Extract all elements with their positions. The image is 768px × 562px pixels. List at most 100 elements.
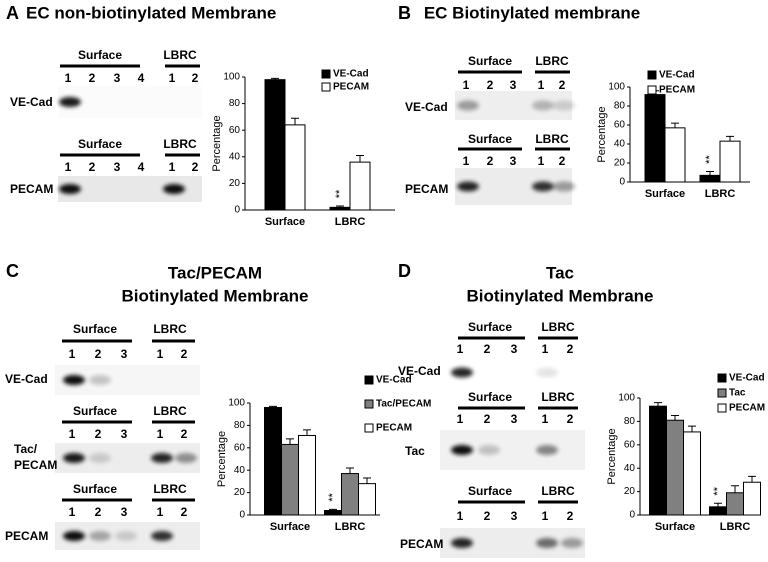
error-bar xyxy=(688,425,696,432)
bar xyxy=(349,161,371,211)
legend-swatch xyxy=(647,70,657,80)
blot-band xyxy=(457,181,479,192)
legend-swatch xyxy=(364,375,374,385)
blot-band xyxy=(451,538,473,548)
y-tick-label: 20 xyxy=(234,487,246,498)
bar xyxy=(719,140,741,183)
y-tick-label: 80 xyxy=(234,420,246,431)
bar xyxy=(324,510,342,516)
blot-band xyxy=(89,531,111,541)
lane-label: 1 xyxy=(169,160,176,174)
panel-label: D xyxy=(398,261,411,281)
legend-swatch xyxy=(364,399,374,409)
y-tick-label: 40 xyxy=(624,463,636,474)
error-bar xyxy=(706,171,714,176)
legend-swatch xyxy=(647,85,657,95)
lane-label: 3 xyxy=(511,412,518,426)
group-label: Surface xyxy=(468,54,512,68)
lane-label: 2 xyxy=(181,505,188,519)
x-tick-label: Surface xyxy=(645,188,685,200)
bar xyxy=(683,431,701,516)
bar xyxy=(281,443,299,516)
group-label: LBRC xyxy=(153,322,187,336)
error-bar xyxy=(291,117,299,125)
panel-label: B xyxy=(398,3,411,23)
bar xyxy=(329,206,351,211)
blot-image xyxy=(58,86,202,118)
lane-label: 1 xyxy=(157,427,164,441)
blot-band xyxy=(536,367,558,378)
error-bar xyxy=(654,402,662,407)
blot-band xyxy=(561,538,583,548)
error-bar xyxy=(271,77,279,80)
y-tick-label: 60 xyxy=(234,442,246,453)
lane-label: 1 xyxy=(69,505,76,519)
lane-label: 2 xyxy=(192,71,199,85)
blot-band xyxy=(89,375,111,385)
blot-band xyxy=(536,445,558,455)
row-label: PECAM xyxy=(405,182,448,196)
bar xyxy=(664,127,686,183)
error-bar xyxy=(336,205,344,208)
lane-label: 1 xyxy=(463,154,470,168)
lane-label: 2 xyxy=(181,347,188,361)
panel-title: Biotinylated Membrane xyxy=(466,286,653,305)
error-bar xyxy=(286,438,294,445)
bar xyxy=(743,481,761,516)
error-bar xyxy=(329,508,337,511)
error-bar xyxy=(748,475,756,483)
lane-label: 1 xyxy=(542,509,549,523)
y-axis-label: Percentage xyxy=(211,115,223,171)
y-tick-label: 0 xyxy=(239,510,245,521)
lane-label: 2 xyxy=(192,160,199,174)
x-tick-label: LBRC xyxy=(335,216,366,228)
bar xyxy=(726,492,744,516)
legend-swatch xyxy=(717,403,727,413)
row-label: PECAM xyxy=(10,182,53,196)
lane-label: 1 xyxy=(169,71,176,85)
y-tick-label: 40 xyxy=(234,465,246,476)
y-tick-label: 80 xyxy=(624,416,636,427)
panel-title: Biotinylated Membrane xyxy=(121,286,308,305)
group-label: Surface xyxy=(73,482,117,496)
blot-band xyxy=(151,531,173,541)
panel-title: Tac xyxy=(546,263,574,282)
error-bar xyxy=(363,477,371,484)
lane-label: 1 xyxy=(457,342,464,356)
legend-label: PECAM xyxy=(659,85,695,96)
y-axis-label: Percentage xyxy=(606,428,618,484)
y-tick-label: 80 xyxy=(614,101,626,112)
blot-band xyxy=(89,453,111,463)
y-tick-label: 20 xyxy=(624,486,636,497)
x-tick-label: LBRC xyxy=(705,188,736,200)
y-tick-label: 80 xyxy=(229,98,241,109)
blot-band xyxy=(59,97,81,107)
lane-label: 4 xyxy=(138,160,145,174)
panel-label: C xyxy=(6,261,19,281)
blot-band xyxy=(478,445,500,455)
lane-label: 1 xyxy=(463,78,470,92)
blot-band xyxy=(532,181,554,192)
x-tick-label: LBRC xyxy=(720,521,751,533)
panel-label: A xyxy=(6,3,19,23)
blot-band xyxy=(63,375,85,385)
legend-label: VE-Cad xyxy=(376,375,412,386)
lane-label: 2 xyxy=(484,509,491,523)
group-label: LBRC xyxy=(153,404,187,418)
group-label: LBRC xyxy=(163,137,197,151)
row-label: PECAM xyxy=(5,529,48,543)
legend-label: PECAM xyxy=(729,403,765,414)
legend-label: PECAM xyxy=(333,82,369,93)
lane-label: 1 xyxy=(542,342,549,356)
y-tick-label: 20 xyxy=(229,178,241,189)
error-bar xyxy=(671,415,679,421)
error-bar xyxy=(269,405,277,408)
annotation: ** xyxy=(334,189,346,198)
y-tick-label: 0 xyxy=(234,205,240,216)
legend-label: Tac/PECAM xyxy=(376,399,431,410)
row-label: VE-Cad xyxy=(398,364,441,378)
blot-band xyxy=(115,531,137,541)
lane-label: 3 xyxy=(114,71,121,85)
legend-swatch xyxy=(717,373,727,383)
legend-swatch xyxy=(717,388,727,398)
